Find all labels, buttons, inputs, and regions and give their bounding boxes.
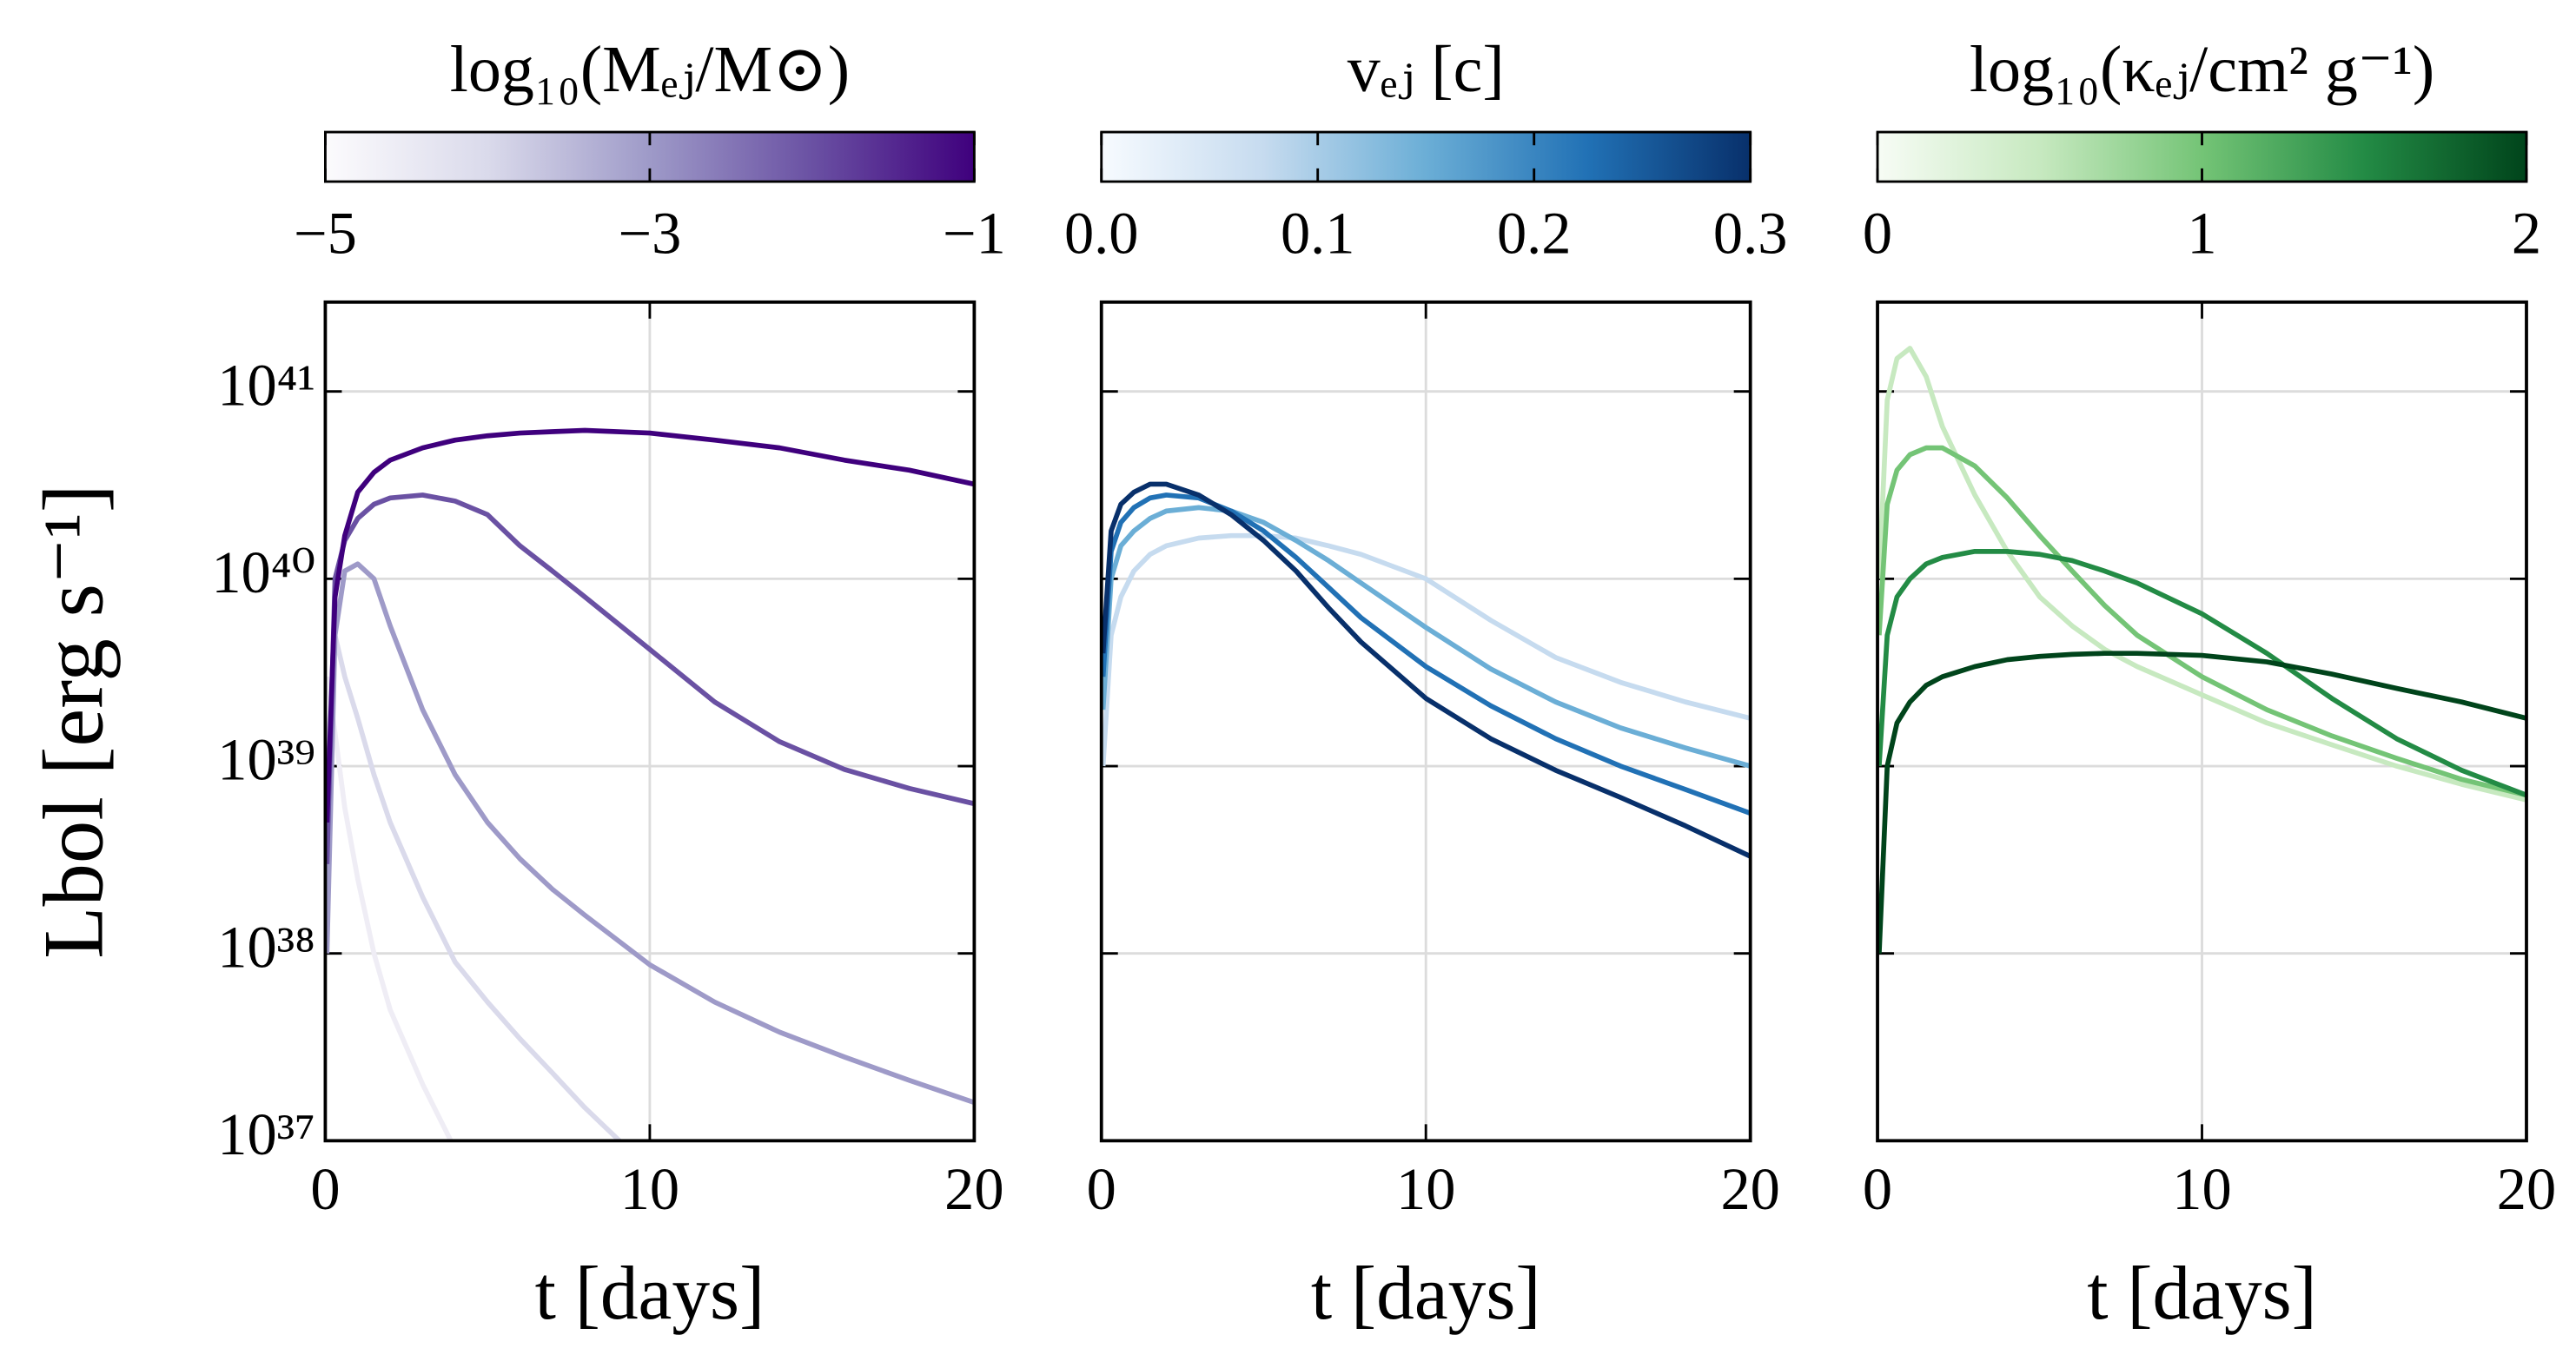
series-line xyxy=(1101,532,1751,767)
series-line xyxy=(325,561,975,1106)
x-tick-label: 10 xyxy=(620,1156,679,1222)
series-line xyxy=(325,676,454,1141)
colorbar-tick-label: 0.1 xyxy=(1281,200,1355,266)
colorbar-tick-label: 0 xyxy=(1863,200,1892,266)
y-tick-label: 10⁴¹ xyxy=(217,352,315,418)
series-line xyxy=(325,427,975,823)
y-tick-label: 10³⁷ xyxy=(217,1101,315,1167)
colorbar-tick-label: −1 xyxy=(943,200,1006,266)
x-tick-label: 0 xyxy=(1863,1156,1892,1222)
colorbar xyxy=(1100,130,1752,183)
y-tick-label: 10³⁹ xyxy=(217,727,315,793)
series-line xyxy=(1877,346,2526,803)
x-tick-label: 20 xyxy=(944,1156,1003,1222)
x-tick-label: 20 xyxy=(1720,1156,1779,1222)
y-tick-label: 10³⁸ xyxy=(217,914,315,980)
colorbar-tick-label: −3 xyxy=(619,200,682,266)
axes-frame xyxy=(1099,300,1752,1143)
colorbar-tick-label: 1 xyxy=(2187,200,2216,266)
colorbar-tick-label: 2 xyxy=(2512,200,2541,266)
series-line xyxy=(1877,651,2526,954)
axes-frame xyxy=(323,300,977,1143)
series-line xyxy=(1101,481,1751,859)
colorbar-title: log₁₀(Mₑⱼ/M⊙) xyxy=(450,33,850,106)
series-line xyxy=(325,492,975,864)
colorbar-title: vₑⱼ [c] xyxy=(1348,33,1505,106)
x-axis-label: t [days] xyxy=(535,1251,765,1335)
x-tick-label: 0 xyxy=(310,1156,340,1222)
x-tick-label: 10 xyxy=(1396,1156,1455,1222)
colorbar-tick-label: 0.2 xyxy=(1497,200,1572,266)
colorbar-tick-label: 0.3 xyxy=(1713,200,1788,266)
x-axis-label: t [days] xyxy=(1311,1251,1541,1335)
x-axis-label: t [days] xyxy=(2087,1251,2317,1335)
series-line xyxy=(1101,492,1751,816)
colorbar-title: log₁₀(κₑⱼ/cm² g⁻¹) xyxy=(1970,33,2434,106)
series-line xyxy=(1877,549,2526,798)
x-tick-label: 0 xyxy=(1087,1156,1116,1222)
series-line xyxy=(1877,445,2526,798)
colorbar-tick-label: 0.0 xyxy=(1064,200,1139,266)
series-line xyxy=(1101,505,1751,769)
x-tick-label: 20 xyxy=(2497,1156,2556,1222)
axes-frame xyxy=(1876,300,2528,1143)
y-tick-label: 10⁴⁰ xyxy=(211,539,315,605)
y-axis-label: Lbol [erg s⁻¹] xyxy=(27,484,122,959)
x-tick-label: 10 xyxy=(2172,1156,2231,1222)
colorbar-tick-label: −5 xyxy=(294,200,357,266)
series-line xyxy=(325,632,624,1141)
